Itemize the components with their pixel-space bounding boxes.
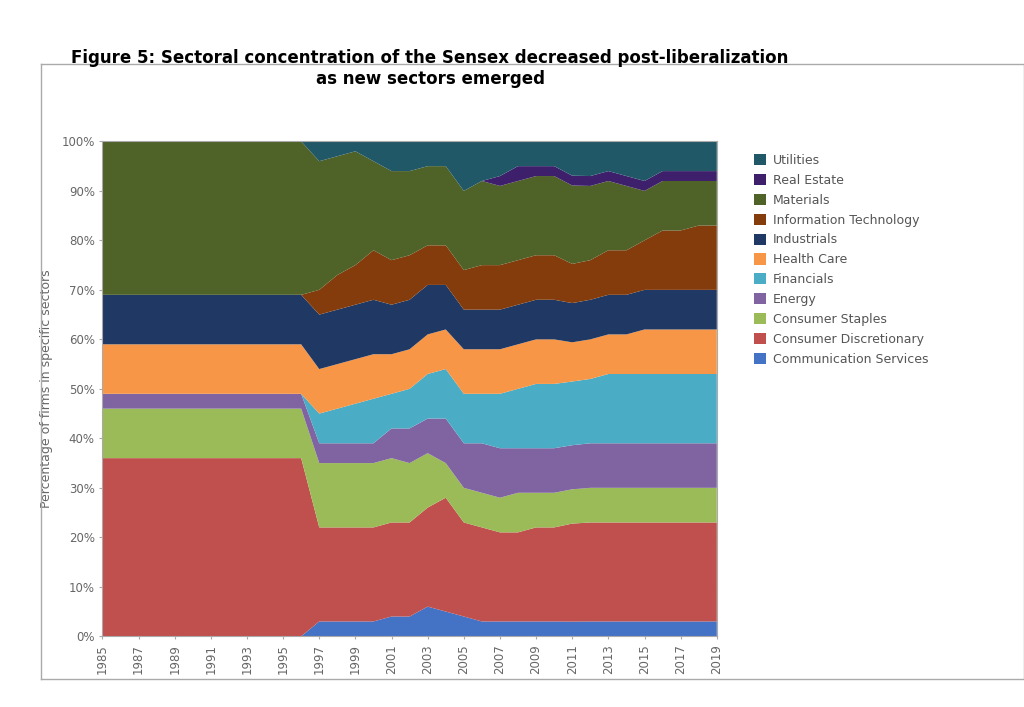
Legend: Utilities, Real Estate, Materials, Information Technology, Industrials, Health C: Utilities, Real Estate, Materials, Infor… xyxy=(748,148,934,372)
Y-axis label: Percentage of firms in specific sectors: Percentage of firms in specific sectors xyxy=(40,269,53,508)
Text: Figure 5: Sectoral concentration of the Sensex decreased post-liberalization
as : Figure 5: Sectoral concentration of the … xyxy=(72,49,788,88)
